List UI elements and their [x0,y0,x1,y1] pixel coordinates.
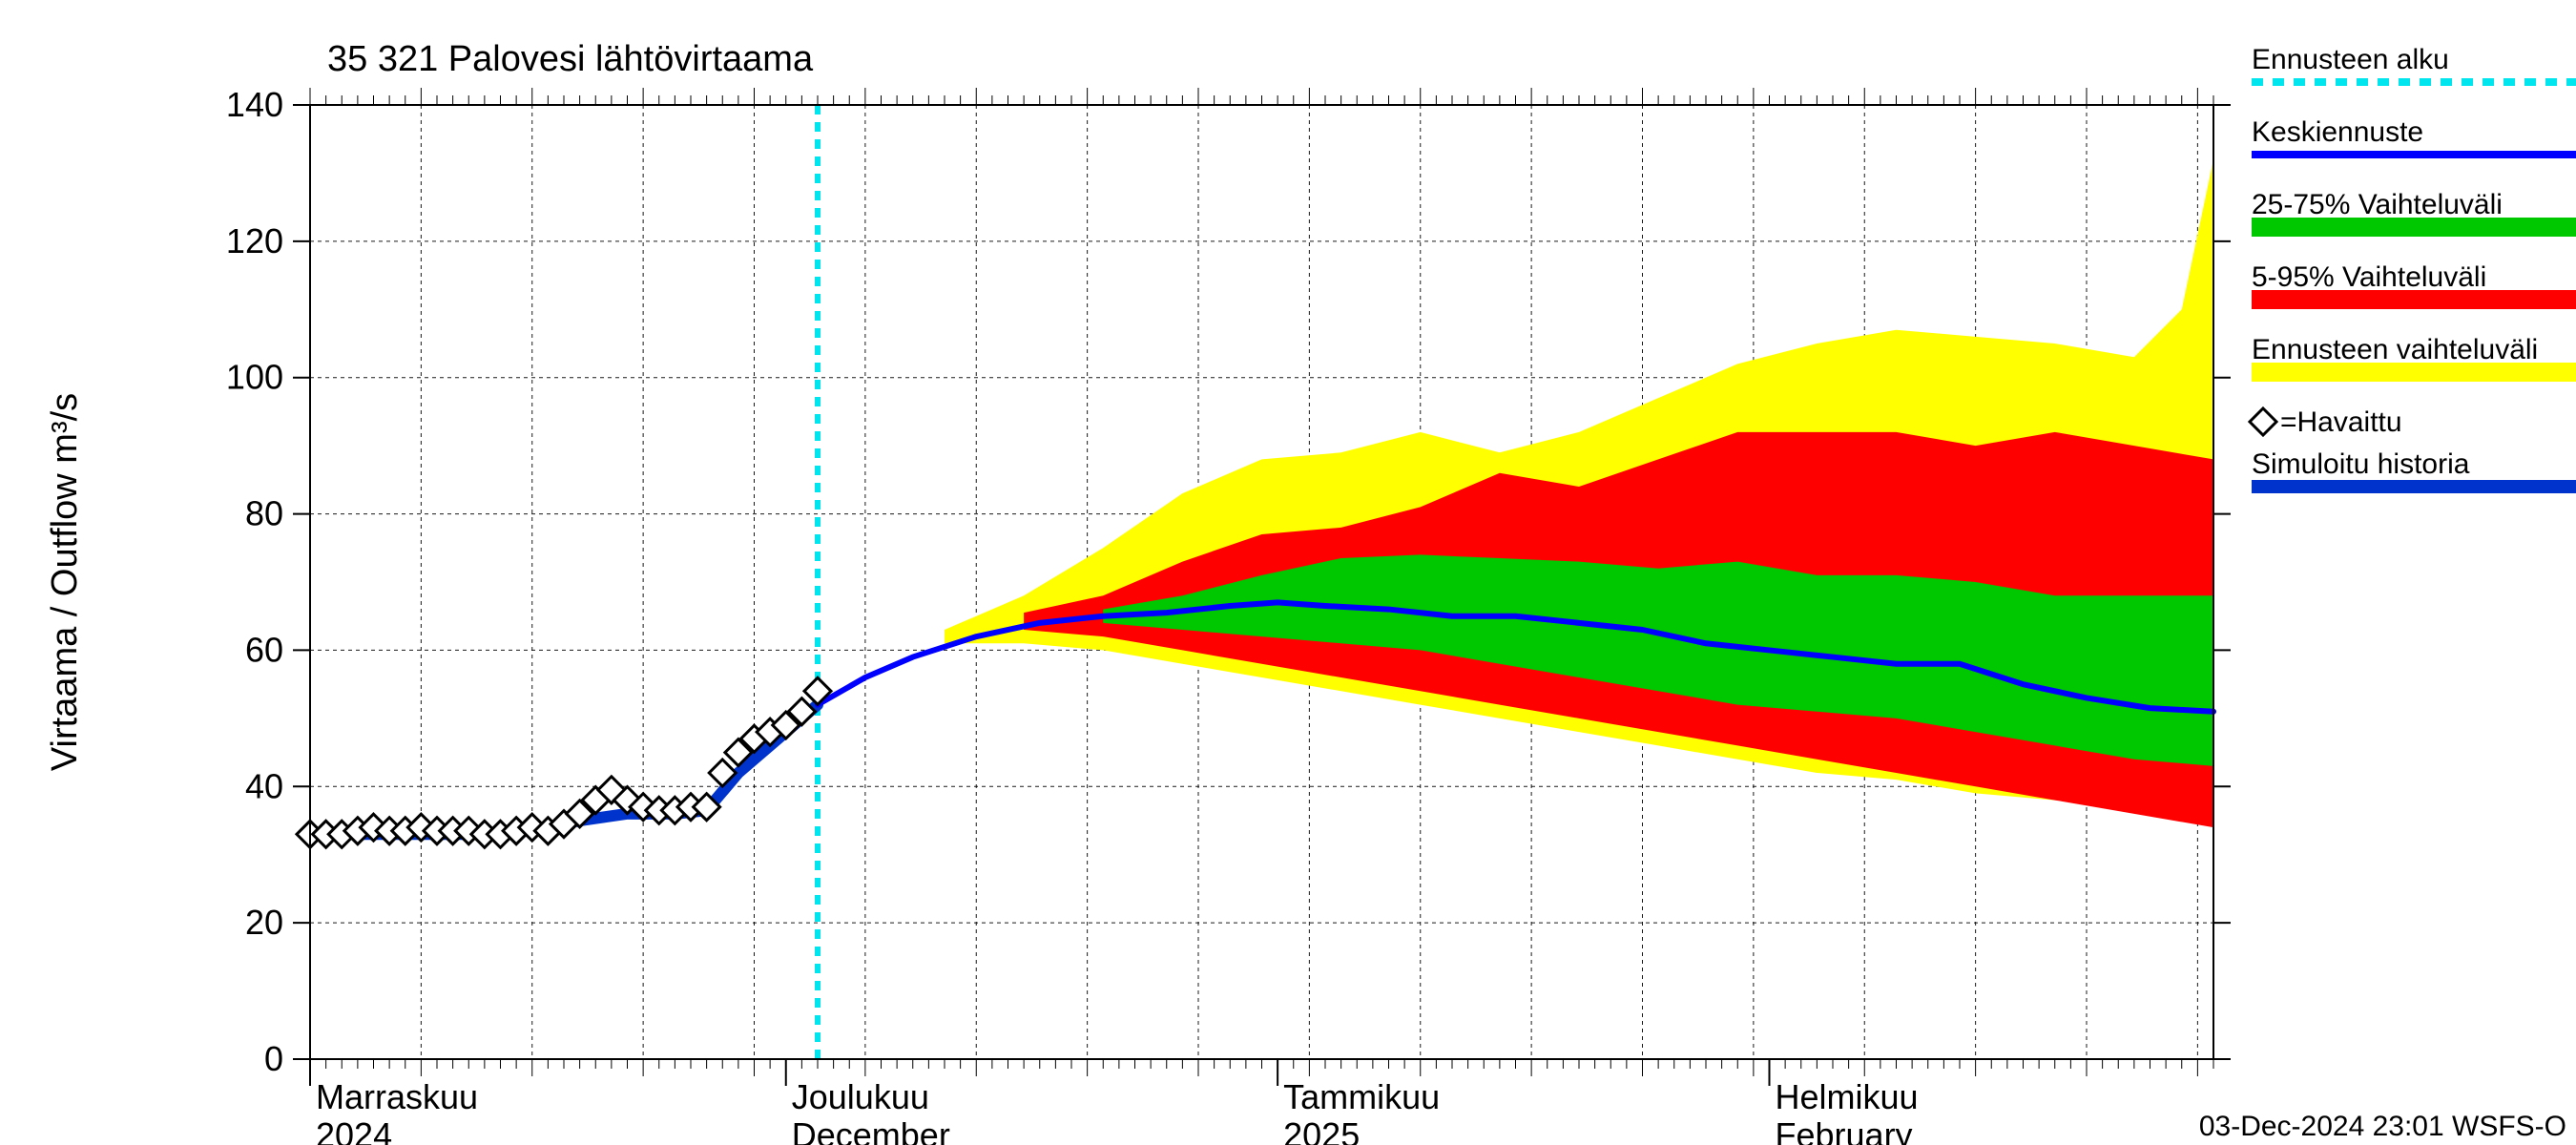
x-month-sublabel: 2024 [316,1115,392,1145]
legend-label: Ennusteen vaihteluväli [2252,334,2538,365]
legend-swatch [2252,290,2576,309]
x-month-label: Marraskuu [316,1077,478,1116]
legend-label: Simuloitu historia [2252,448,2470,480]
legend-label: 25-75% Vaihteluväli [2252,189,2503,220]
x-month-label: Tammikuu [1283,1077,1440,1116]
legend-diamond-icon [2250,408,2276,435]
chart-title: 35 321 Palovesi lähtövirtaama [327,39,814,79]
x-month-label: Joulukuu [792,1077,929,1116]
x-month-label: Helmikuu [1776,1077,1919,1116]
y-tick-label: 80 [245,494,283,533]
y-tick-label: 140 [226,85,283,124]
y-tick-label: 60 [245,630,283,669]
y-tick-label: 40 [245,766,283,805]
legend-label: 5-95% Vaihteluväli [2252,261,2486,293]
y-axis-label: Virtaama / Outflow m³/s [45,393,85,771]
y-tick-label: 120 [226,221,283,260]
flow-forecast-chart: 0 20 40 60 80 100 120 140 Marraskuu2024 JoulukuuD… [0,0,2576,1145]
y-tick-label: 100 [226,358,283,397]
legend-label: =Havaittu [2280,406,2402,438]
x-month-sublabel: December [792,1115,950,1145]
legend-swatch [2252,218,2576,237]
x-month-sublabel: February [1776,1115,1913,1145]
legend: Ennusteen alku Keskiennuste 25-75% Vaihtel… [2250,44,2576,487]
x-month-sublabel: 2025 [1283,1115,1360,1145]
legend-label: Ennusteen alku [2252,44,2449,75]
chart-svg: 0 20 40 60 80 100 120 140 Marraskuu2024 JoulukuuD… [0,0,2576,1145]
y-tick-label: 20 [245,903,283,942]
legend-swatch [2252,363,2576,382]
forecast-bands [945,159,2213,827]
y-tick-label: 0 [264,1039,283,1078]
legend-label: Keskiennuste [2252,116,2423,148]
footer-timestamp: 03-Dec-2024 23:01 WSFS-O [2199,1111,2566,1142]
